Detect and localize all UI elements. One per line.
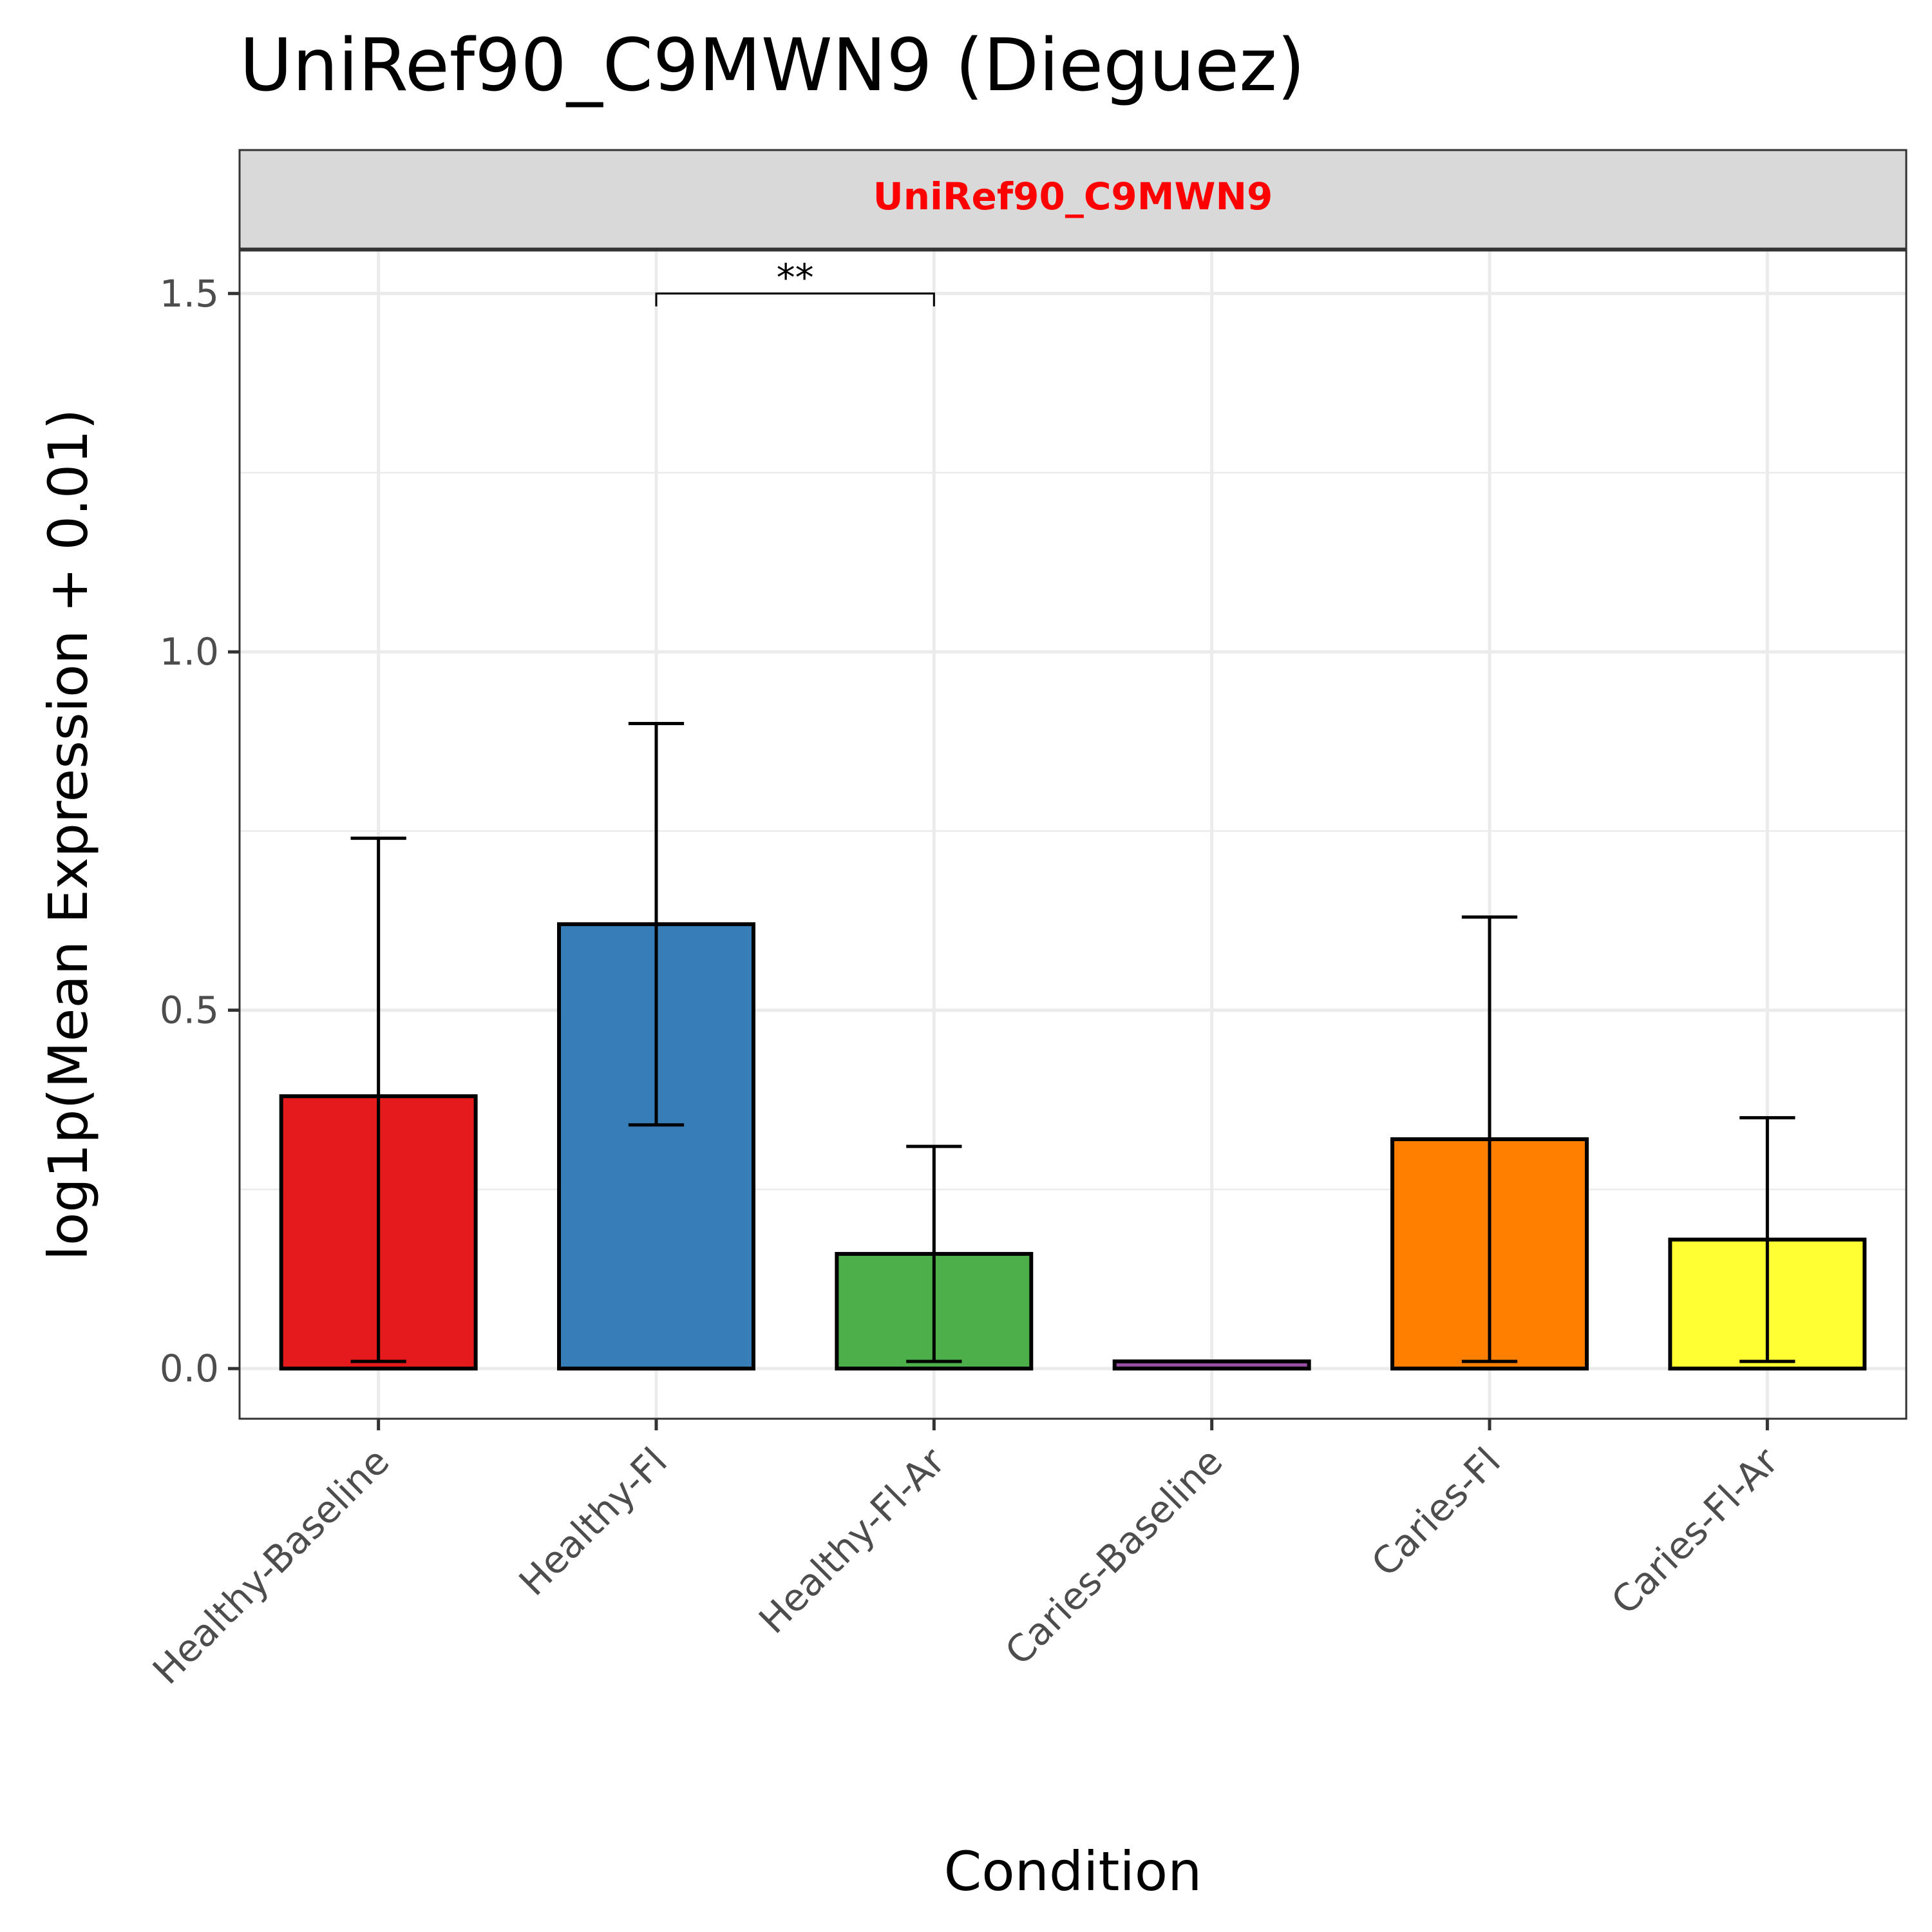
- error-bar-healthy-baseline: [350, 837, 406, 1363]
- y-tick-label: 1.0: [160, 630, 219, 674]
- significance-label: **: [777, 256, 814, 299]
- y-axis-label: log1p(Mean Expression + 0.01): [37, 409, 100, 1261]
- x-tick-label: Healthy-Fl-Ar: [750, 1439, 953, 1642]
- x-tick-label: Healthy-Fl: [511, 1439, 676, 1604]
- x-tick-label: Caries-Baseline: [997, 1439, 1231, 1674]
- plot-panel: [240, 251, 1906, 1419]
- plot-panel-border: [238, 249, 1908, 1420]
- x-tick-label: Caries-Fl-Ar: [1603, 1439, 1786, 1623]
- error-bar-healthy-fl: [628, 722, 685, 1127]
- significance-bracket: [655, 292, 935, 307]
- y-tick-label: 1.5: [160, 272, 219, 316]
- x-axis: Healthy-Baseline Healthy-Fl Healthy-Fl-Ar C…: [144, 1419, 1786, 1692]
- chart-title: UniRef90_C9MWN9 (Dieguez): [240, 24, 1305, 108]
- y-tick-label: 0.0: [160, 1347, 219, 1390]
- error-bars: [350, 722, 1795, 1363]
- error-bar-caries-fl-ar: [1739, 1116, 1795, 1363]
- x-tick-label: Caries-Fl: [1363, 1439, 1508, 1585]
- facet-strip-label: UniRef90_C9MWN9: [873, 175, 1273, 218]
- facet-strip: [238, 149, 1908, 250]
- y-axis: 0.0 0.5 1.0 1.5: [160, 272, 240, 1390]
- error-bar-caries-fl: [1461, 915, 1518, 1363]
- error-bar-healthy-fl-ar: [906, 1144, 962, 1363]
- significance-annotations: **: [655, 256, 935, 307]
- x-tick-label: Healthy-Baseline: [144, 1439, 398, 1693]
- y-tick-label: 0.5: [160, 989, 219, 1032]
- x-axis-label: Condition: [944, 1840, 1202, 1903]
- bar-caries-baseline: [1112, 1359, 1311, 1371]
